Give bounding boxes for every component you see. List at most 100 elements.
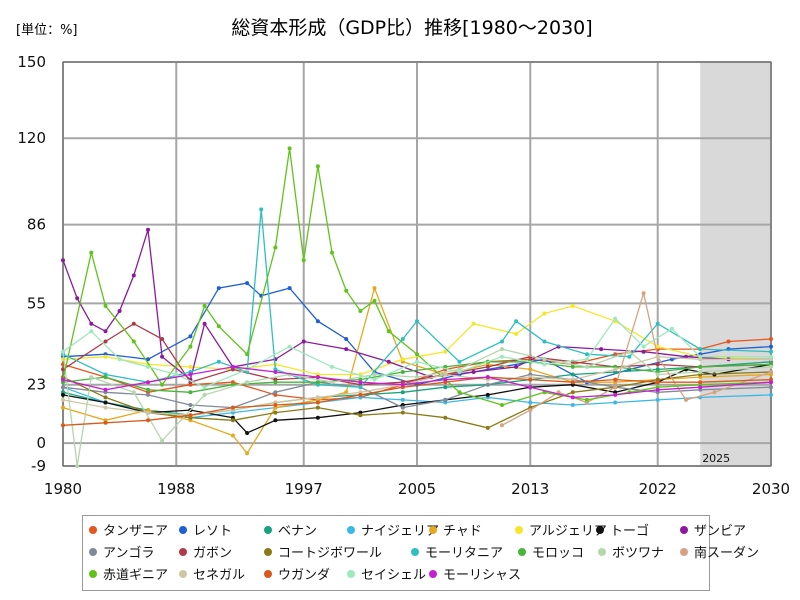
- data-point: [443, 397, 448, 402]
- data-point: [245, 352, 250, 357]
- data-point: [669, 357, 674, 362]
- data-point: [103, 400, 108, 405]
- data-point: [358, 392, 363, 397]
- y-tick-label: 150: [17, 53, 46, 71]
- data-point: [570, 364, 575, 369]
- data-point: [344, 288, 349, 293]
- legend-marker: [179, 525, 187, 534]
- data-point: [75, 296, 80, 301]
- data-point: [188, 344, 193, 349]
- axis-ticks: 1980 1988 1997 2005 2013 2022 2030 -9 0 23 55 86 120…: [17, 53, 790, 498]
- legend-item: モーリタニア: [411, 542, 503, 561]
- data-point: [400, 337, 405, 341]
- data-point: [471, 370, 476, 374]
- data-point: [570, 403, 575, 407]
- projection-region: [700, 62, 771, 466]
- data-point: [415, 359, 419, 364]
- legend-label: トーゴ: [610, 524, 650, 539]
- data-point: [146, 227, 150, 232]
- legend-label: 南スーダン: [694, 546, 760, 561]
- data-point: [344, 337, 349, 341]
- data-point: [769, 337, 773, 341]
- data-point: [641, 349, 646, 354]
- data-point: [131, 339, 136, 344]
- data-point: [358, 385, 363, 390]
- data-point: [245, 380, 250, 385]
- data-point: [372, 286, 377, 291]
- legend-label: モロッコ: [532, 546, 585, 561]
- data-point: [245, 281, 250, 286]
- data-point: [769, 385, 773, 390]
- series-セイシェル: [61, 316, 773, 390]
- data-point: [613, 316, 618, 321]
- data-point: [230, 364, 235, 369]
- data-point: [641, 291, 646, 296]
- plot-area: [61, 61, 773, 468]
- data-point: [103, 339, 108, 344]
- data-point: [485, 425, 490, 430]
- data-point: [216, 286, 221, 291]
- data-point: [769, 392, 773, 397]
- data-point: [160, 337, 165, 341]
- data-point: [698, 370, 703, 374]
- data-point: [61, 377, 65, 382]
- data-point: [400, 357, 405, 362]
- y-tick-label: -9: [31, 457, 46, 475]
- data-point: [655, 372, 660, 377]
- data-point: [301, 339, 306, 344]
- data-point: [542, 362, 547, 367]
- legend-item: ウガンダ: [264, 564, 330, 583]
- data-point: [570, 372, 575, 377]
- data-point: [485, 392, 490, 397]
- data-point: [146, 357, 150, 362]
- data-point: [188, 372, 193, 377]
- legend-item: セイシェル: [347, 564, 426, 583]
- legend-marker: [598, 547, 606, 556]
- x-tick-label: 2005: [398, 480, 436, 498]
- legend-marker: [518, 547, 526, 556]
- legend-marker: [680, 525, 688, 534]
- legend-marker: [347, 569, 355, 578]
- data-point: [655, 397, 660, 402]
- data-point: [400, 410, 405, 415]
- data-point: [698, 364, 703, 369]
- data-point: [528, 367, 533, 372]
- data-point: [315, 415, 320, 420]
- data-point: [655, 321, 660, 326]
- data-point: [188, 334, 193, 339]
- legend-label: ベナン: [278, 524, 318, 539]
- data-point: [400, 405, 405, 410]
- data-point: [528, 400, 533, 405]
- data-point: [330, 380, 334, 385]
- data-point: [485, 382, 490, 387]
- data-point: [443, 349, 448, 354]
- data-point: [259, 207, 264, 212]
- data-point: [216, 359, 221, 364]
- data-point: [245, 431, 250, 435]
- data-point: [61, 392, 65, 397]
- data-point: [202, 321, 207, 326]
- x-tick-label: 1988: [157, 480, 195, 498]
- data-point: [655, 362, 660, 367]
- series-モーリタニア: [61, 207, 773, 390]
- x-tick-label: 1980: [44, 480, 82, 498]
- data-point: [103, 387, 108, 392]
- data-point: [400, 397, 405, 402]
- unit-label: [単位：%]: [16, 22, 78, 38]
- legend-label: レソト: [193, 524, 233, 539]
- data-point: [61, 349, 65, 354]
- data-point: [89, 375, 94, 380]
- data-point: [500, 354, 504, 359]
- data-point: [698, 347, 703, 352]
- data-point: [273, 418, 278, 423]
- data-point: [89, 329, 94, 334]
- legend-marker: [89, 547, 97, 556]
- data-point: [273, 380, 278, 385]
- data-point: [726, 339, 731, 344]
- chart-title: 総資本形成（GDP比）推移[1980～2030]: [231, 17, 592, 39]
- y-tick-label: 23: [27, 376, 46, 394]
- data-point: [273, 410, 278, 415]
- data-point: [61, 397, 65, 402]
- data-point: [443, 372, 448, 377]
- legend-label: 赤道ギニア: [103, 568, 169, 583]
